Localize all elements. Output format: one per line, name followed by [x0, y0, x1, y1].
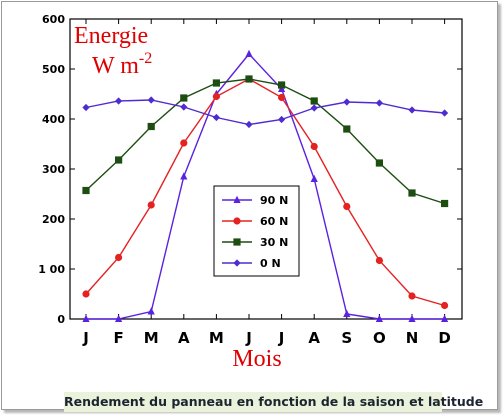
chart-title-line2: W m-2 [92, 50, 152, 79]
x-tick-label: J [245, 329, 252, 347]
chart-title-unit: W m [92, 53, 139, 79]
data-point [375, 159, 383, 167]
series-line [85, 78, 445, 307]
data-point [115, 314, 123, 322]
data-point [180, 94, 188, 102]
y-tick-label: 0 [57, 313, 65, 326]
x-tick-label: O [373, 329, 386, 347]
chart-frame: 0 1 00 200 300 400 500 600 J F M A M J J A S O N D 90 N 60… [1, 1, 498, 412]
series-60-n [82, 75, 449, 310]
y-tick-label: 600 [42, 13, 65, 26]
line-chart: 0 1 00 200 300 400 500 600 J F M A M J J A S O N D 90 N 60… [38, 13, 463, 372]
data-point [310, 142, 318, 151]
data-point [147, 307, 155, 315]
x-tick-label: D [438, 329, 450, 347]
data-point [408, 314, 416, 322]
series-30-n [82, 75, 449, 208]
x-tick-label: J [278, 329, 285, 347]
data-point [408, 292, 416, 300]
x-tick-label: A [308, 329, 320, 347]
data-point [82, 314, 90, 322]
series-line [85, 78, 445, 205]
data-point [375, 314, 383, 322]
legend-item: 90 N [222, 194, 288, 207]
data-point [147, 201, 155, 209]
data-point [408, 106, 416, 114]
data-point [278, 115, 286, 124]
data-point [147, 122, 155, 131]
data-point [82, 103, 90, 112]
y-tick-label: 1 00 [38, 263, 65, 276]
data-point [212, 92, 220, 101]
data-point [278, 81, 286, 89]
legend-box [213, 185, 300, 277]
data-point [310, 104, 318, 112]
data-point [180, 103, 188, 111]
chart-title-exponent: -2 [139, 50, 152, 67]
y-tick-label: 300 [42, 163, 65, 176]
x-tick-label: S [341, 329, 352, 347]
legend-item: 30 N [222, 236, 288, 249]
y-tick-label: 200 [42, 213, 65, 226]
x-tick-label: M [144, 329, 159, 347]
legend-item: 0 N [222, 257, 281, 270]
data-point [82, 290, 90, 298]
data-point [82, 186, 90, 195]
data-point [343, 125, 351, 133]
legend-label: 60 N [260, 215, 288, 228]
data-point [441, 109, 449, 117]
y-tick-label: 500 [42, 63, 65, 76]
chart-title-line1: Energie [74, 23, 148, 49]
data-point [310, 97, 318, 105]
data-point [212, 113, 220, 122]
data-point [408, 189, 416, 197]
data-point [115, 97, 123, 105]
series-group [82, 49, 449, 322]
data-point [375, 256, 383, 265]
data-point [245, 75, 253, 83]
data-point [278, 93, 286, 102]
data-point [115, 156, 123, 164]
legend-label: 90 N [260, 194, 288, 207]
legend-marker [233, 238, 241, 246]
data-point [212, 79, 220, 87]
data-point [310, 174, 318, 182]
x-tick-label: J [82, 329, 89, 347]
y-axis-ticks: 0 1 00 200 300 400 500 600 [38, 13, 462, 326]
series-0-n [82, 96, 449, 129]
data-point [180, 139, 188, 147]
legend-label: 0 N [260, 257, 281, 270]
x-tick-label: F [113, 329, 123, 347]
data-point [115, 253, 123, 262]
legend-item: 60 N [222, 215, 288, 228]
data-point [343, 98, 351, 106]
data-point [375, 99, 383, 107]
data-point [147, 96, 155, 104]
series-line [86, 52, 445, 320]
data-point [180, 172, 188, 180]
data-point [245, 49, 253, 57]
data-point [441, 199, 449, 208]
legend-label: 30 N [260, 236, 288, 249]
data-point [245, 120, 253, 129]
x-tick-label: N [406, 329, 419, 347]
data-point [343, 309, 351, 317]
chart-caption: Rendement du panneau en fonction de la s… [64, 392, 483, 412]
data-point [441, 314, 449, 322]
legend-marker [233, 195, 241, 203]
x-tick-label: A [178, 329, 190, 347]
x-tick-label: M [209, 329, 224, 347]
legend-marker [233, 217, 241, 225]
y-tick-label: 400 [42, 113, 65, 126]
series-line [85, 99, 445, 126]
x-axis-label: Mois [232, 346, 281, 372]
data-point [441, 301, 449, 310]
data-point [343, 202, 351, 211]
legend: 90 N 60 N 30 N 0 N [213, 185, 300, 277]
legend-marker [233, 259, 241, 267]
